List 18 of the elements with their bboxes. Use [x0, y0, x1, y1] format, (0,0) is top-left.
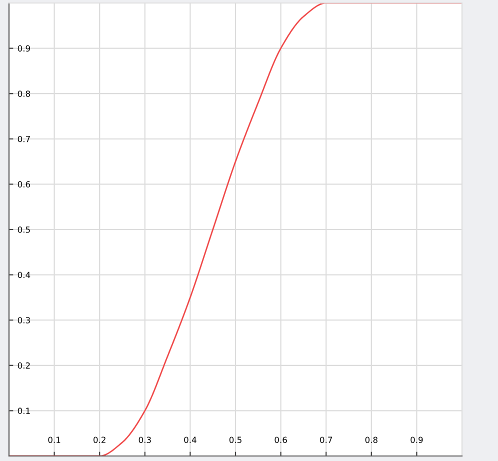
y-tick-label: 0.4 — [18, 272, 30, 278]
y-tick-label: 0.6 — [18, 181, 30, 188]
y-tick-label: 0.3 — [18, 317, 30, 324]
x-tick-label: 0.5 — [229, 436, 242, 444]
y-tick-label: 0.9 — [18, 45, 30, 52]
x-tick-label: 0.9 — [410, 436, 423, 444]
x-tick-label: 0.1 — [48, 436, 60, 444]
x-tick-label: 0.7 — [320, 436, 332, 444]
y-tick-label: 0.8 — [18, 90, 30, 97]
x-tick-label: 0.2 — [94, 436, 106, 444]
x-tick-label: 0.4 — [184, 436, 196, 444]
x-tick-label: 0.6 — [274, 436, 287, 444]
y-tick-label: 0.1 — [18, 408, 30, 414]
y-tick-label: 0.5 — [18, 226, 30, 233]
x-tick-label: 0.8 — [365, 436, 378, 444]
y-tick-label: 0.7 — [18, 136, 30, 142]
x-tick-label: 0.3 — [138, 436, 151, 444]
y-tick-label: 0.2 — [18, 362, 30, 369]
